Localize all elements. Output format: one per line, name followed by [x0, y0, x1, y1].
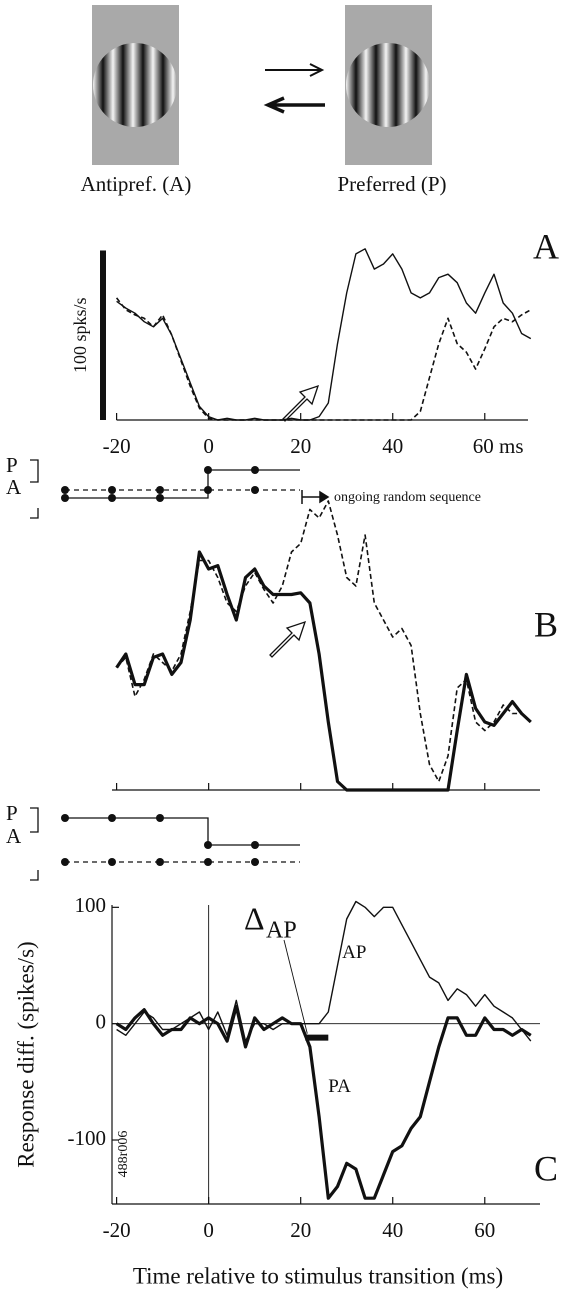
x-tick-label: 40: [382, 1218, 403, 1242]
series-line: [116, 500, 532, 783]
stimulus-label: Antipref. (A): [81, 172, 192, 196]
series-line: [115, 550, 532, 792]
panel-label: C: [534, 1148, 558, 1188]
x-tick-label: -20: [103, 434, 131, 458]
id-label: 488r006: [116, 1131, 131, 1178]
scale-bar: [100, 250, 106, 420]
series-label: AP: [342, 942, 366, 963]
delta-bar: [305, 1034, 329, 1041]
delta-subscript: AP: [266, 918, 297, 944]
grating: [93, 43, 177, 127]
x-tick-label: 60 ms: [473, 434, 524, 458]
seq-dots: [61, 814, 259, 866]
x-tick-label: 0: [203, 1218, 214, 1242]
x-tick-label: 0: [203, 434, 214, 458]
panel-label: A: [533, 226, 559, 266]
series-line: [115, 1004, 532, 1200]
x-tick-label: 40: [382, 434, 403, 458]
panel-label: B: [534, 604, 558, 644]
scale-bar-label: 100 spks/s: [70, 297, 90, 373]
x-tick-label: 20: [290, 1218, 311, 1242]
delta-symbol: Δ: [244, 900, 265, 936]
arrow: [269, 620, 307, 658]
series-line: [116, 900, 532, 1042]
grating: [346, 43, 430, 127]
y-tick-label: -100: [68, 1126, 107, 1150]
sequence-a: P A ongoing random sequence: [6, 453, 481, 519]
x-tick-label: 20: [290, 434, 311, 458]
series-line: [115, 297, 532, 421]
arrow: [263, 96, 325, 114]
y-tick-label: 0: [96, 1009, 107, 1033]
stimulus-label: Preferred (P): [337, 172, 446, 196]
seq-label: P: [6, 801, 18, 825]
x-tick-label: 60: [474, 1218, 495, 1242]
series-line: [116, 248, 532, 421]
stimuli: Antipref. (A) Preferred (P): [81, 5, 447, 196]
arrow: [301, 490, 330, 504]
sequence-b: P A: [6, 801, 300, 881]
seq-label: A: [6, 824, 22, 848]
seq-label: A: [6, 475, 22, 499]
leader: [283, 939, 308, 1034]
y-axis-label: Response diff. (spikes/s): [13, 941, 38, 1167]
x-tick-label: -20: [103, 1218, 131, 1242]
x-axis-label: Time relative to stimulus transition (ms…: [133, 1263, 503, 1288]
seq-dots: [61, 466, 259, 502]
seq-label: P: [6, 453, 18, 477]
seq-note: ongoing random sequence: [334, 490, 481, 505]
seq-line: [30, 807, 300, 881]
arrow: [265, 63, 325, 77]
series-label: PA: [328, 1076, 351, 1097]
seq-line: [30, 459, 300, 519]
y-tick-label: 100: [75, 893, 107, 917]
arrow: [282, 384, 320, 422]
